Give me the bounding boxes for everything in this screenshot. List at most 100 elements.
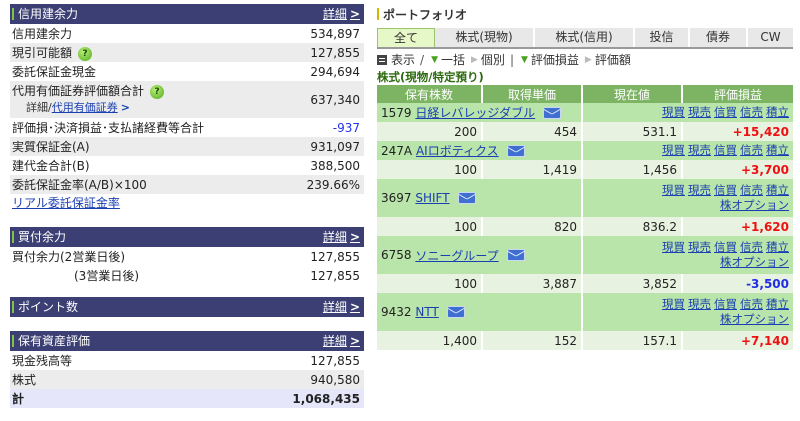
sell-margin-link[interactable]: 信売 [740,297,763,311]
sell-margin-link[interactable]: 信売 [740,105,763,119]
stock-name-link[interactable]: SHIFT [415,191,450,205]
accumulate-link[interactable]: 積立 [766,297,789,311]
pl-toggle[interactable]: 評価損益 [530,53,579,67]
individual-toggle[interactable]: 個別 [480,53,505,67]
buy-cash-link[interactable]: 現買 [662,105,685,119]
triangle-down-icon: ▼ [520,55,528,65]
envelope-icon[interactable] [446,306,465,318]
buy-cash-link[interactable]: 現買 [662,143,685,157]
sell-margin-link[interactable]: 信売 [740,143,763,157]
tab-all[interactable]: 全て [377,28,435,47]
shares: 100 [377,160,482,179]
row-label: 株式 [12,373,37,387]
profit-loss: -3,500 [681,274,793,293]
holding-name-row: 247A AIロボティクス 現買 現売 信買 信売 積立 [377,141,793,160]
price: 531.1 [581,122,682,141]
bulk-toggle[interactable]: 一括 [440,53,465,67]
stock-option-link[interactable]: 株オプション [720,255,789,269]
envelope-icon[interactable] [457,192,476,204]
spacer [10,285,364,297]
row-label: 委託保証金現金 [12,65,97,79]
row-value: 127,855 [310,268,360,283]
stock-name-link[interactable]: ソニーグループ [415,248,499,263]
row-label: 委託保証金率(A/B)×100 [12,178,147,192]
envelope-icon[interactable] [543,106,562,119]
credit-capacity-detail-link[interactable]: 詳細 > [323,4,360,24]
collateral-securities-link[interactable]: 代用有価証券 [51,101,118,114]
portfolio-tabs: 全て 株式(現物) 株式(信用) 投信 債券 CW [377,28,793,49]
valuation-toggle[interactable]: 評価額 [594,53,631,67]
buy-margin-link[interactable]: 信買 [714,143,737,157]
row-label: 現金残高等 [12,354,73,368]
display-controls: 表示 / ▼ 一括 ▶ 個別 | ▼ 評価損益 ▶ 評価額 [377,51,793,69]
buy-cash-link[interactable]: 現買 [662,183,685,197]
stock-name-link[interactable]: AIロボティクス [415,144,499,158]
points-detail-link[interactable]: 詳細 > [323,297,360,317]
accumulate-link[interactable]: 積立 [766,183,789,197]
stock-name-link[interactable]: 日経レバレッジダブル [415,106,536,120]
summary-row: 評価損･決済損益･支払諸経費等合計 -937 [10,118,364,137]
holding-name-row: 1579 日経レバレッジダブル 現買 現売 信買 信売 積立 [377,103,793,122]
asset-valuation-detail-link[interactable]: 詳細 > [323,331,360,351]
buying-power-detail-link[interactable]: 詳細 > [323,227,360,247]
sell-cash-link[interactable]: 現売 [688,105,711,119]
chevron-right-icon: > [349,7,360,21]
sell-cash-link[interactable]: 現売 [688,297,711,311]
buy-margin-link[interactable]: 信買 [714,240,737,254]
tab-stock-cash[interactable]: 株式(現物) [435,28,535,47]
credit-capacity-title: 信用建余力 [18,7,79,21]
triangle-down-icon: ▼ [431,55,438,65]
asset-valuation-header: 保有資産評価 詳細 > [10,331,364,351]
cost: 820 [481,217,582,236]
holding-data-row: 200 454 531.1 +15,420 [377,122,793,141]
tab-funds[interactable]: 投信 [635,28,690,47]
portfolio-panel: ポートフォリオ 全て 株式(現物) 株式(信用) 投信 債券 CW 表示 / ▼… [377,6,793,350]
accumulate-link[interactable]: 積立 [766,240,789,254]
summary-row: 実質保証金(A) 931,097 [10,137,364,156]
sell-margin-link[interactable]: 信売 [740,183,763,197]
summary-row: 建代金合計(B) 388,500 [10,156,364,175]
envelope-icon[interactable] [506,249,525,261]
row-value: 637,340 [310,92,360,107]
sell-cash-link[interactable]: 現売 [688,143,711,157]
sell-margin-link[interactable]: 信売 [740,240,763,254]
help-icon[interactable]: ? [78,46,93,61]
detail-label: 詳細 [322,230,347,244]
help-icon[interactable]: ? [150,84,165,99]
points-title: ポイント数 [18,300,79,314]
stock-name-link[interactable]: NTT [415,305,439,319]
price: 1,456 [581,160,682,179]
tab-cw[interactable]: CW [748,28,793,47]
accumulate-link[interactable]: 積立 [766,143,789,157]
buy-margin-link[interactable]: 信買 [714,105,737,119]
tab-stock-margin[interactable]: 株式(信用) [535,28,635,47]
chevron-right-icon: > [349,334,360,348]
buy-cash-link[interactable]: 現買 [662,240,685,254]
summary-row: 現引可能額? 127,855 [10,43,364,62]
sell-cash-link[interactable]: 現売 [688,240,711,254]
row-value: 127,855 [310,249,360,264]
col-price: 現在値 [581,85,682,103]
stock-option-link[interactable]: 株オプション [720,312,789,326]
real-margin-rate-link[interactable]: リアル委託保証金率 [12,196,120,210]
buying-power-header: 買付余力 詳細 > [10,227,364,247]
row-label: 信用建余力 [12,27,73,41]
row-label: 現引可能額 [12,46,73,60]
stock-code: 247A [381,143,413,158]
buy-cash-link[interactable]: 現買 [662,297,685,311]
row-value: 931,097 [310,139,360,154]
cost: 3,887 [481,274,582,293]
tab-bonds[interactable]: 債券 [690,28,748,47]
buy-margin-link[interactable]: 信買 [714,183,737,197]
cost: 1,419 [481,160,582,179]
accumulate-link[interactable]: 積立 [766,105,789,119]
sell-cash-link[interactable]: 現売 [688,183,711,197]
buy-margin-link[interactable]: 信買 [714,297,737,311]
credit-capacity-header: 信用建余力 詳細 > [10,4,364,24]
envelope-icon[interactable] [506,144,525,157]
chevron-right-icon: > [349,230,360,244]
row-value: 940,580 [310,372,360,387]
summary-row: 買付余力(2営業日後) 127,855 [10,247,364,266]
triangle-right-icon: ▶ [471,55,478,65]
stock-option-link[interactable]: 株オプション [720,198,789,212]
